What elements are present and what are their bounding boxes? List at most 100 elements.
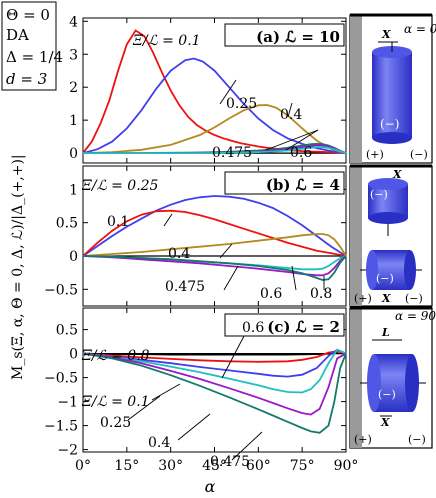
x-tick-label: 45°	[202, 458, 227, 474]
series-label: 0.6	[242, 320, 264, 336]
series-label: 0.25	[226, 96, 257, 112]
cylinder-horizontal	[366, 250, 416, 290]
y-tick-label: 0	[69, 146, 78, 162]
cylinder-horizontal-c	[367, 354, 419, 412]
series-label: 0.4	[280, 107, 302, 123]
y-tick-label: −2	[57, 443, 78, 459]
series-line-0.25	[82, 348, 347, 378]
label-pointer	[163, 213, 173, 227]
y-tick-label: 0	[69, 249, 78, 265]
y-tick-label: 0.5	[56, 216, 78, 232]
inset-b-right-sign: (−)	[405, 292, 423, 305]
x-tick-label: 30°	[158, 458, 183, 474]
series-label: 0.25	[100, 415, 131, 431]
series-label: 0.475	[212, 145, 252, 161]
label-pointer	[127, 395, 161, 421]
series-label: 0.1	[107, 214, 129, 230]
parameter-box: Θ = 0 DA Δ = 1/4 d = 3	[1, 1, 63, 91]
series-line-0.8	[82, 255, 347, 281]
label-pointer	[177, 413, 211, 441]
inset-b: X (−) (−) (+) X (−)	[349, 164, 433, 307]
inset-a-left-sign: (+)	[366, 148, 384, 161]
series-label: 0.6	[260, 286, 282, 302]
series-line-0.1	[82, 350, 347, 363]
inset-c-x-label: X	[380, 416, 390, 429]
x-tick-label: 75°	[290, 458, 315, 474]
series-line-0.1	[82, 29, 347, 154]
y-axis-title: M_s(Ξ, α, Θ = 0, Δ, ℒ)/|Δ_(+,+)|	[10, 154, 26, 380]
series-line-0.475	[82, 352, 347, 434]
inset-c-right-sign: (−)	[408, 433, 426, 446]
series-line-0.6	[82, 348, 347, 394]
panel-label: (a) ℒ = 10	[256, 28, 340, 46]
series-label: 0.6	[290, 145, 312, 161]
series-line-0.25	[82, 195, 347, 257]
series-line-0.25	[82, 57, 347, 154]
y-tick-label: 0.5	[56, 323, 78, 339]
label-pointer	[151, 383, 181, 401]
label-pointer	[219, 79, 237, 105]
panel-a: 0 1 2 3 4 (a) ℒ = 10 Ξ/ℒ = 0.1 0.25 0.4 0.475 0.6	[69, 14, 347, 164]
panel-label-box	[224, 171, 345, 195]
label-pointer	[219, 243, 233, 259]
inset-b-inner-sign-top: (−)	[370, 188, 388, 201]
x-tick-label: 15°	[114, 458, 139, 474]
series-label: Ξ/ℒ = 0.8	[81, 348, 150, 364]
param-delta: Δ = 1/4	[6, 48, 63, 66]
inset-c-angle: α = 90°	[395, 309, 436, 323]
x-tick-label: 90°	[334, 458, 359, 474]
cylinder-tilted	[368, 178, 408, 224]
label-pointer	[285, 129, 319, 151]
y-tick-label: 0	[69, 347, 78, 363]
panel-label: (b) ℒ = 4	[266, 176, 340, 194]
label-pointer	[265, 129, 319, 151]
inset-b-inner-sign-bottom: (−)	[376, 272, 394, 285]
y-tick-label: 1	[69, 182, 78, 198]
series-line-0.4	[82, 104, 347, 154]
inset-a-angle: α = 0°	[404, 22, 436, 36]
inset-b-x-label-bottom: X	[381, 292, 391, 305]
inset-c: α = 90° L (−) X (+) (−)	[349, 306, 436, 449]
inset-column: α = 0° X (−) (+) (−) X (−	[349, 13, 436, 449]
y-tick-label: −1.5	[44, 419, 78, 435]
inset-b-x-label: X	[392, 168, 402, 181]
inset-c-l-label: L	[381, 326, 390, 339]
series-label: 0.8	[310, 286, 332, 302]
inset-a-x-label: X	[381, 28, 391, 41]
series-label: 0.4	[148, 435, 170, 451]
y-tick-label: 2	[69, 80, 78, 96]
inset-c-left-sign: (+)	[354, 433, 372, 446]
y-tick-label: 3	[69, 47, 78, 63]
panel-label-box	[224, 23, 345, 47]
param-theta: Θ = 0	[6, 6, 50, 24]
series-line-0.1	[82, 209, 347, 257]
panel-c: −2 −1.5 −1 −0.5 0 0.5 0° 15° 30° 45° 60° 75° 90° (c) …	[44, 307, 359, 474]
series-label: Ξ/ℒ = 0.1	[132, 33, 201, 49]
inset-b-left-sign: (+)	[354, 292, 372, 305]
y-tick-label: −0.5	[44, 371, 78, 387]
series-line-0.8	[83, 146, 347, 154]
series-label: 0.4	[168, 246, 190, 262]
series-line-0.4	[82, 233, 347, 257]
inset-c-inner-sign: (−)	[378, 388, 396, 401]
y-tick-label: 4	[69, 14, 78, 30]
series-line-0.4	[82, 352, 347, 416]
inset-a-right-sign: (−)	[410, 148, 428, 161]
y-tick-label: −0.5	[44, 282, 78, 298]
inset-wall	[350, 15, 362, 163]
y-tick-label: 1	[69, 113, 78, 129]
panel-label: (c) ℒ = 2	[267, 318, 340, 336]
y-tick-label: −1	[57, 395, 78, 411]
label-pointer	[231, 431, 263, 461]
x-axis-title: α	[205, 477, 216, 496]
panel-b: −0.5 0 0.5 1 (b) ℒ = 4 Ξ/ℒ = 0.25 0.1 0.4 0.475 0…	[44, 165, 347, 307]
series-label: Ξ/ℒ = 0.25	[81, 178, 159, 194]
cylinder-vertical	[372, 46, 412, 144]
x-tick-label: 0°	[75, 458, 91, 474]
x-tick-label: 60°	[246, 458, 271, 474]
label-pointer	[291, 265, 297, 291]
panel-label-box	[224, 313, 345, 337]
inset-a-inner-sign: (−)	[380, 117, 399, 131]
param-d: d = 3	[6, 70, 47, 88]
